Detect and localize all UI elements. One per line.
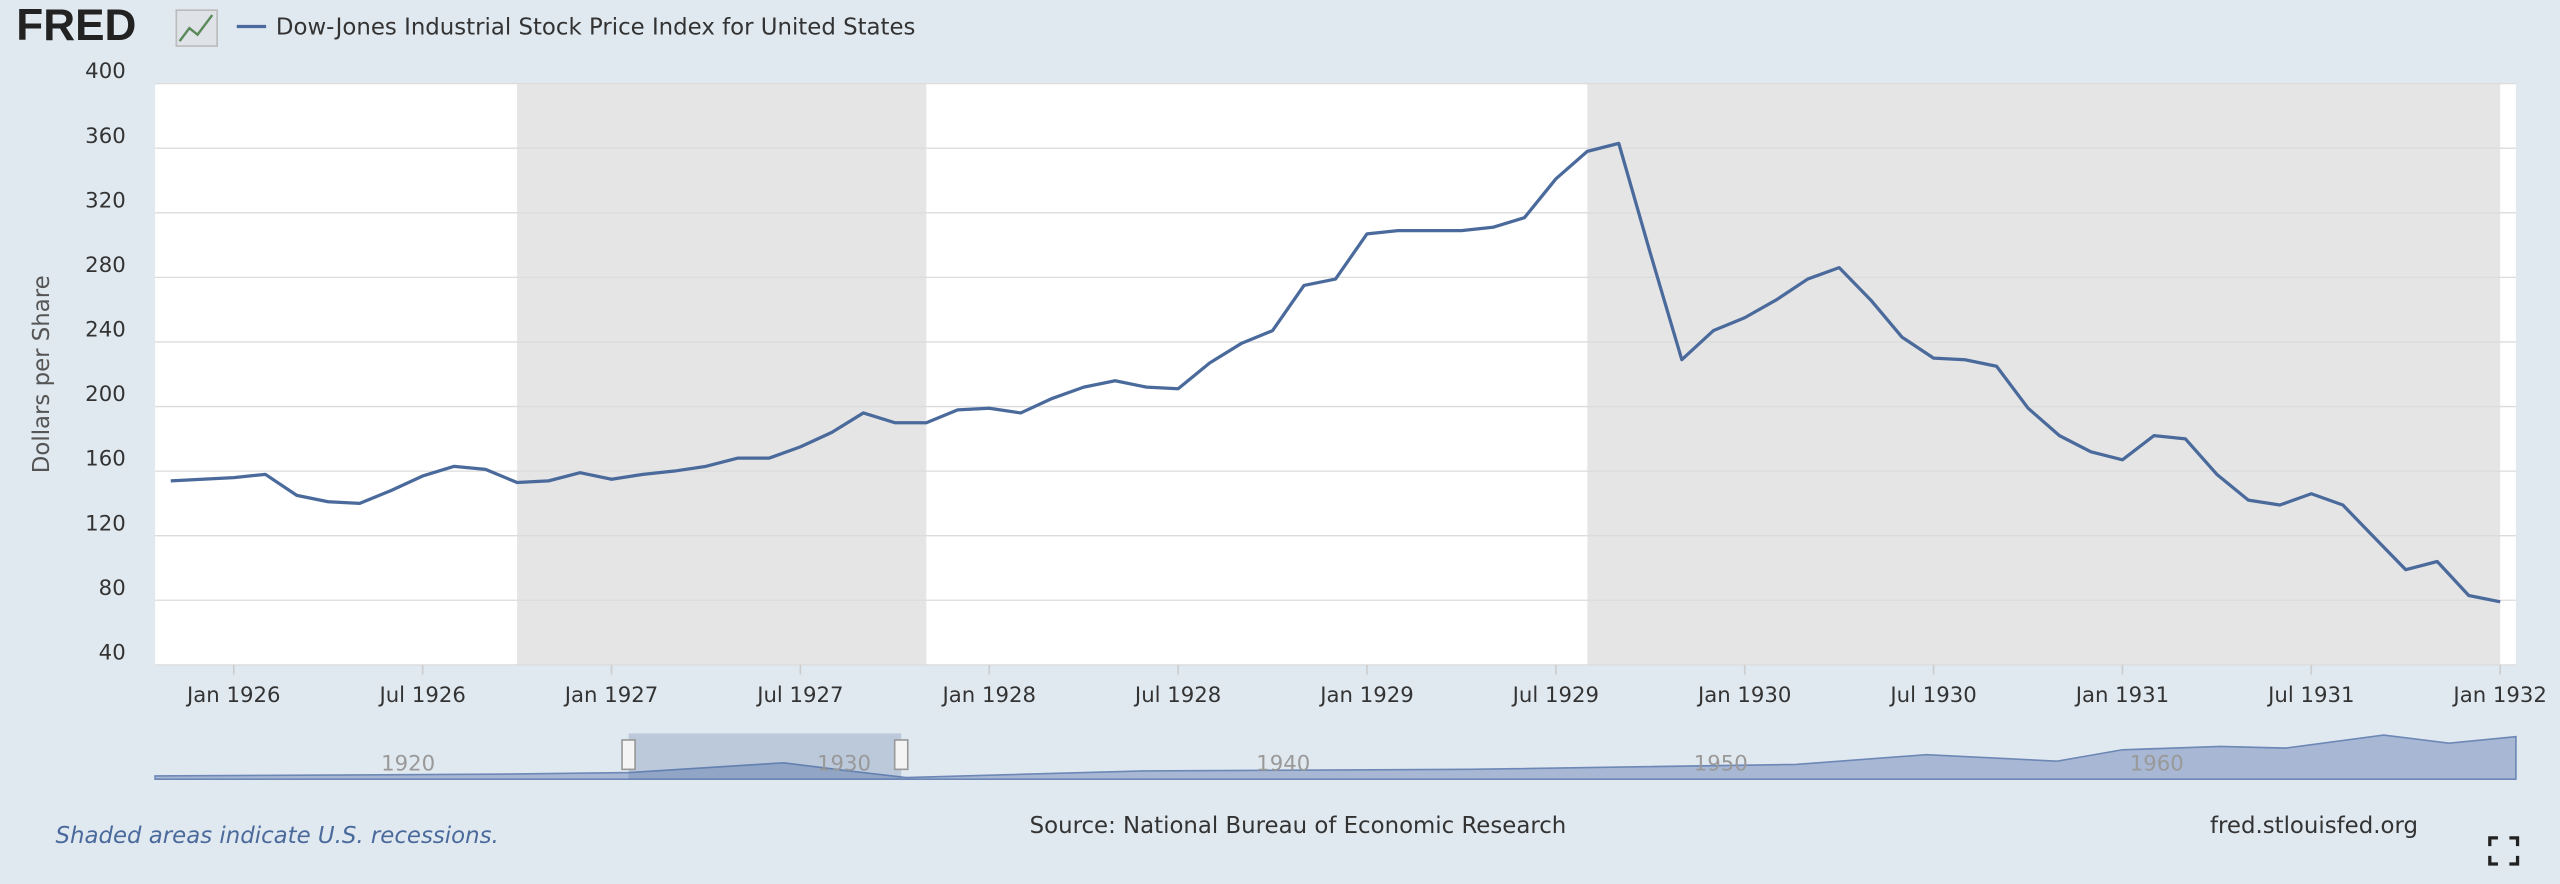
x-tick-label: Jul 1930 (1888, 683, 1976, 708)
y-tick-label: 240 (85, 318, 126, 343)
x-tick-label: Jul 1929 (1511, 683, 1599, 708)
y-tick-label: 40 (99, 640, 126, 665)
navigator-label: 1930 (817, 751, 871, 776)
fullscreen-button[interactable] (2488, 836, 2520, 866)
navigator-selection[interactable] (628, 733, 902, 780)
navigator-handle[interactable] (893, 739, 909, 771)
navigator-handle[interactable] (621, 739, 636, 771)
navigator-label: 1940 (1256, 751, 1310, 776)
y-tick-label: 320 (85, 188, 126, 213)
navigator-label: 1920 (381, 751, 435, 776)
recession-note: Shaded areas indicate U.S. recessions. (56, 823, 499, 849)
x-tick-label: Jul 1931 (2266, 683, 2354, 708)
y-tick-label: 200 (85, 382, 126, 407)
recessions (517, 83, 2501, 665)
logo-icon (178, 14, 214, 42)
x-tick-label: Jan 1928 (941, 683, 1036, 708)
series (170, 141, 2501, 604)
navigator: 1920 1930 1940 1950 1960 (154, 733, 2517, 780)
x-tick-label: Jul 1926 (377, 683, 465, 708)
navigator-label: 1960 (2130, 751, 2184, 776)
x-tick-label: Jan 1929 (1318, 683, 1413, 708)
y-tick-label: 80 (99, 576, 126, 601)
logo: FRED (16, 1, 136, 50)
site: fred.stlouisfed.org (2210, 813, 2418, 839)
y-tick-label: 400 (85, 59, 126, 84)
x-tick-label: Jan 1927 (563, 683, 658, 708)
y-axis-label: Dollars per Share (29, 275, 55, 473)
data-line (170, 141, 2501, 604)
recession-band (1587, 83, 2501, 665)
y-tick-label: 160 (85, 447, 126, 472)
x-tick-label: Jul 1927 (755, 683, 843, 708)
legend-label: Dow-Jones Industrial Stock Price Index f… (276, 15, 916, 41)
x-tick-label: Jan 1932 (2451, 683, 2546, 708)
x-tick-label: Jan 1931 (2074, 683, 2169, 708)
y-tick-label: 360 (85, 124, 126, 149)
y-tick-label: 120 (85, 511, 126, 536)
navigator-area (154, 734, 2517, 780)
x-tick-label: Jul 1928 (1133, 683, 1221, 708)
x-tick-label: Jan 1926 (185, 683, 280, 708)
x-tick-label: Jan 1930 (1696, 683, 1791, 708)
recession-band (517, 83, 927, 665)
source: Source: National Bureau of Economic Rese… (1030, 813, 1567, 839)
navigator-label: 1950 (1694, 751, 1748, 776)
y-tick-label: 280 (85, 253, 126, 278)
